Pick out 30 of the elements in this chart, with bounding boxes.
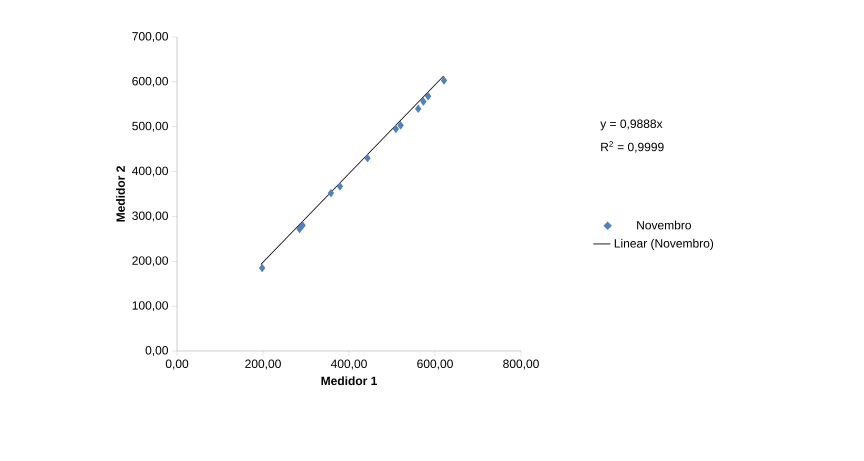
x-tick-label: 200,00 — [245, 360, 281, 370]
x-tick-label: 400,00 — [330, 360, 367, 370]
point — [415, 104, 422, 113]
x-axis-title: Medidor 1 — [321, 376, 377, 386]
y-tick-label: 300,00 — [132, 211, 168, 222]
y-tick-label: 100,00 — [132, 301, 168, 312]
point — [299, 221, 306, 230]
point — [397, 121, 404, 130]
x-tick-label: 800,00 — [503, 360, 539, 370]
legend-label: Linear (Novembro) — [614, 238, 714, 250]
point — [364, 154, 371, 162]
y-tick-label: 600,00 — [132, 76, 168, 87]
x-tick-label: 600,00 — [417, 360, 453, 370]
y-tick-label: 500,00 — [132, 122, 168, 132]
point — [328, 188, 334, 198]
y-tick-label: 0,00 — [146, 346, 168, 356]
y-tick-label: 700,00 — [132, 32, 168, 42]
point — [424, 92, 432, 100]
x-tick-label: 0,00 — [166, 360, 188, 370]
y-tick-label: 200,00 — [132, 256, 168, 266]
text: y = 0,9888x — [600, 119, 662, 130]
point — [392, 124, 400, 134]
text: R$^{2}$ = 0,9999 — [601, 141, 664, 153]
point — [336, 182, 344, 191]
point — [440, 76, 448, 85]
y-tick-label: 400,00 — [132, 166, 168, 177]
legend-label: Novembro — [637, 220, 691, 230]
point — [420, 97, 427, 106]
point — [258, 264, 266, 272]
y-axis-title: Medidor 2 — [116, 166, 125, 222]
